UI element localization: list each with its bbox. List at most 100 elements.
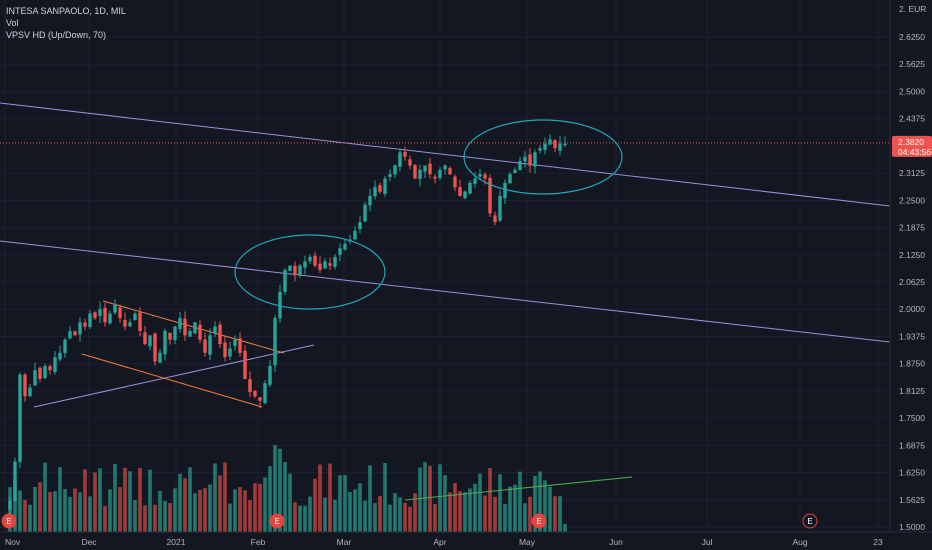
candle-body <box>138 312 142 331</box>
candle-body <box>498 195 502 221</box>
candle-body <box>398 152 402 167</box>
candle-body <box>548 139 552 145</box>
last-price-value: 2.3820 <box>898 137 924 147</box>
volume-bar <box>388 504 392 532</box>
volume-bar <box>173 488 177 532</box>
candle-body <box>428 163 432 175</box>
volume-bar <box>293 502 297 532</box>
volume-bar <box>483 495 487 532</box>
candle-body <box>473 178 477 184</box>
event-circle <box>802 513 818 529</box>
volume-bar <box>43 462 47 532</box>
volume-bar <box>88 496 92 532</box>
volume-bar <box>268 466 272 532</box>
candle-body <box>258 397 262 401</box>
candle-body <box>333 256 337 267</box>
candle-body <box>373 187 377 197</box>
volume-bar <box>338 475 342 532</box>
candle-body <box>308 256 312 262</box>
upper-trendline <box>0 102 891 207</box>
countdown-timer: 04:43:56 <box>898 147 931 157</box>
candle-body <box>78 322 82 335</box>
candle-body <box>558 143 562 151</box>
candle-body <box>188 331 192 337</box>
candle-body <box>248 379 252 392</box>
candle-body <box>403 151 407 157</box>
candle-body <box>488 177 492 214</box>
candle-body <box>268 365 272 385</box>
x-tick-label: Jul <box>702 537 713 547</box>
volume-bar <box>53 491 57 532</box>
channel-bottom <box>81 353 263 408</box>
candle-body <box>68 331 72 339</box>
candle-body <box>108 313 112 324</box>
volume-bar <box>308 496 312 532</box>
candle-body <box>193 322 197 334</box>
volume-bar <box>528 496 532 532</box>
vol-indicator-label[interactable]: Vol <box>6 18 19 28</box>
volume-bar <box>213 463 217 532</box>
volume-bar <box>98 468 102 532</box>
x-tick-label: Dec <box>81 537 97 547</box>
candle-body <box>178 317 182 330</box>
volume-bar <box>13 480 17 532</box>
candle-body <box>463 191 467 199</box>
y-tick-label: 2.0000 <box>899 304 925 314</box>
candle-body <box>363 204 367 222</box>
vpsv-indicator-label[interactable]: VPSV HD (Up/Down, 70) <box>6 30 107 40</box>
volume-bar <box>123 467 127 532</box>
volume-bar <box>373 503 377 532</box>
candle-body <box>228 348 232 357</box>
volume-bar <box>233 489 237 532</box>
volume-bar <box>398 497 402 532</box>
candle-body <box>433 176 437 179</box>
candle-body <box>423 165 427 172</box>
volume-bar <box>103 505 107 532</box>
candle-body <box>243 350 247 379</box>
volume-bar <box>448 492 452 532</box>
volume-bar <box>278 448 282 532</box>
symbol-title[interactable]: INTESA SANPAOLO, 1D, MIL <box>6 6 126 16</box>
volume-bar <box>138 467 142 532</box>
y-tick-label: 2.4375 <box>899 114 925 124</box>
candle-body <box>33 370 37 386</box>
candle-body <box>468 182 472 194</box>
candle-body <box>388 174 392 177</box>
volume-bar <box>263 477 267 532</box>
volume-bar <box>58 467 62 532</box>
y-tick-label: 2.2500 <box>899 195 925 205</box>
last-price-box <box>892 135 932 157</box>
volume-bar <box>498 474 502 532</box>
volume-bar <box>463 492 467 532</box>
volume-bar <box>218 475 222 532</box>
volume-bar <box>488 468 492 532</box>
volume-bar <box>223 462 227 532</box>
volume-bars <box>8 445 567 532</box>
candle-body <box>448 168 452 175</box>
volume-bar <box>468 488 472 532</box>
candle-body <box>513 169 517 174</box>
volume-trendline <box>404 476 633 501</box>
y-tick-label: 2.6250 <box>899 32 925 42</box>
candle-body <box>343 243 347 250</box>
y-tick-label: 1.7500 <box>899 413 925 423</box>
volume-bar <box>473 483 477 532</box>
volume-bar <box>378 496 382 532</box>
candle-body <box>263 383 267 404</box>
volume-bar <box>108 489 112 532</box>
candle-body <box>83 322 87 327</box>
volume-bar <box>78 492 82 532</box>
volume-bar <box>523 503 527 532</box>
volume-bar <box>363 500 367 532</box>
volume-bar <box>428 465 432 532</box>
candle-body <box>323 261 327 269</box>
volume-bar <box>328 463 332 532</box>
volume-bar <box>73 488 77 532</box>
candle-body <box>368 195 372 206</box>
volume-bar <box>418 467 422 532</box>
event-circle <box>1 513 17 529</box>
